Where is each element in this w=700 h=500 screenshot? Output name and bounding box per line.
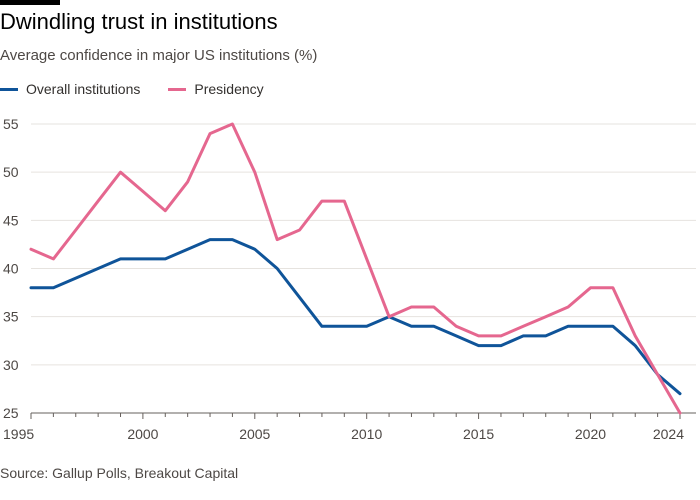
chart-title: Dwindling trust in institutions [0,9,278,34]
series-line-overall [29,238,682,396]
series-line-presidency [29,122,682,415]
x-tick-label-2024: 2024 [653,426,684,442]
brand-bar [0,0,60,5]
y-tick-label-25: 25 [3,405,19,421]
x-axis: 1995 2000 2005 2010 2015 2020 2024 [3,412,696,442]
gridlines [31,123,696,366]
y-tick-label-45: 45 [3,212,19,228]
legend-label-presidency: Presidency [194,81,264,97]
y-tick-label-50: 50 [3,164,19,180]
line-chart: 25 30 35 40 45 50 55 1995 2000 2005 2010 2015 2020 2… [3,116,696,442]
chart-subtitle: Average confidence in major US instituti… [0,47,318,64]
x-tick-label-2000: 2000 [127,426,158,442]
x-tick-label-2010: 2010 [351,426,382,442]
legend-swatch-presidency [168,87,187,91]
x-tick-label-2015: 2015 [463,426,494,442]
x-tick-label-2005: 2005 [239,426,270,442]
y-tick-label-55: 55 [3,116,19,132]
x-tick-label-2020: 2020 [575,426,606,442]
legend-label-overall: Overall institutions [26,81,141,97]
legend: Overall institutions Presidency [0,80,292,98]
legend-item-presidency: Presidency [168,81,264,97]
legend-swatch-overall [0,87,18,91]
legend-item-overall: Overall institutions [0,81,140,97]
series-lines [29,122,682,415]
y-tick-label-30: 30 [3,357,19,373]
y-axis-ticks: 25 30 35 40 45 50 55 [3,116,19,421]
source-note: Source: Gallup Polls, Breakout Capital [0,465,239,481]
x-tick-label-1995: 1995 [3,426,34,442]
y-tick-label-40: 40 [3,261,19,277]
y-tick-label-35: 35 [3,309,19,325]
